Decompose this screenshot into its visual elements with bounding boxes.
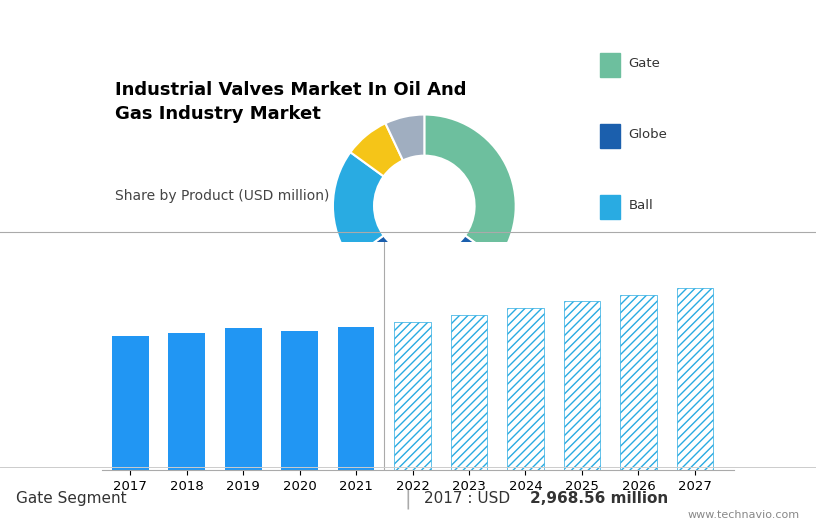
Bar bbox=[620, 295, 657, 470]
Bar bbox=[394, 322, 431, 470]
Wedge shape bbox=[385, 115, 424, 161]
Wedge shape bbox=[424, 115, 516, 260]
Bar bbox=[450, 315, 487, 470]
Bar bbox=[338, 327, 375, 470]
Wedge shape bbox=[350, 123, 403, 176]
Bar bbox=[507, 308, 543, 470]
Bar bbox=[676, 288, 713, 470]
Bar bbox=[600, 124, 620, 148]
Bar bbox=[282, 332, 318, 470]
Bar bbox=[168, 333, 205, 470]
Text: Butterfly: Butterfly bbox=[628, 271, 686, 284]
Wedge shape bbox=[333, 152, 384, 260]
Bar bbox=[600, 195, 620, 219]
Text: Gate: Gate bbox=[628, 57, 660, 70]
Text: www.technavio.com: www.technavio.com bbox=[688, 510, 800, 520]
Wedge shape bbox=[350, 235, 499, 297]
Text: 2,968.56 million: 2,968.56 million bbox=[530, 492, 668, 506]
Text: Share by Product (USD million): Share by Product (USD million) bbox=[114, 188, 329, 203]
Bar bbox=[600, 267, 620, 290]
Text: Others: Others bbox=[628, 342, 673, 355]
Bar bbox=[564, 301, 601, 470]
Text: |: | bbox=[405, 489, 411, 508]
Bar bbox=[112, 336, 149, 470]
Bar bbox=[600, 53, 620, 77]
Bar bbox=[600, 338, 620, 362]
Text: Industrial Valves Market In Oil And
Gas Industry Market: Industrial Valves Market In Oil And Gas … bbox=[114, 81, 466, 123]
Text: Ball: Ball bbox=[628, 200, 653, 212]
Text: Gate Segment: Gate Segment bbox=[16, 492, 127, 506]
Text: 2017 : USD: 2017 : USD bbox=[424, 492, 516, 506]
Bar bbox=[225, 328, 261, 470]
Text: Globe: Globe bbox=[628, 128, 667, 141]
